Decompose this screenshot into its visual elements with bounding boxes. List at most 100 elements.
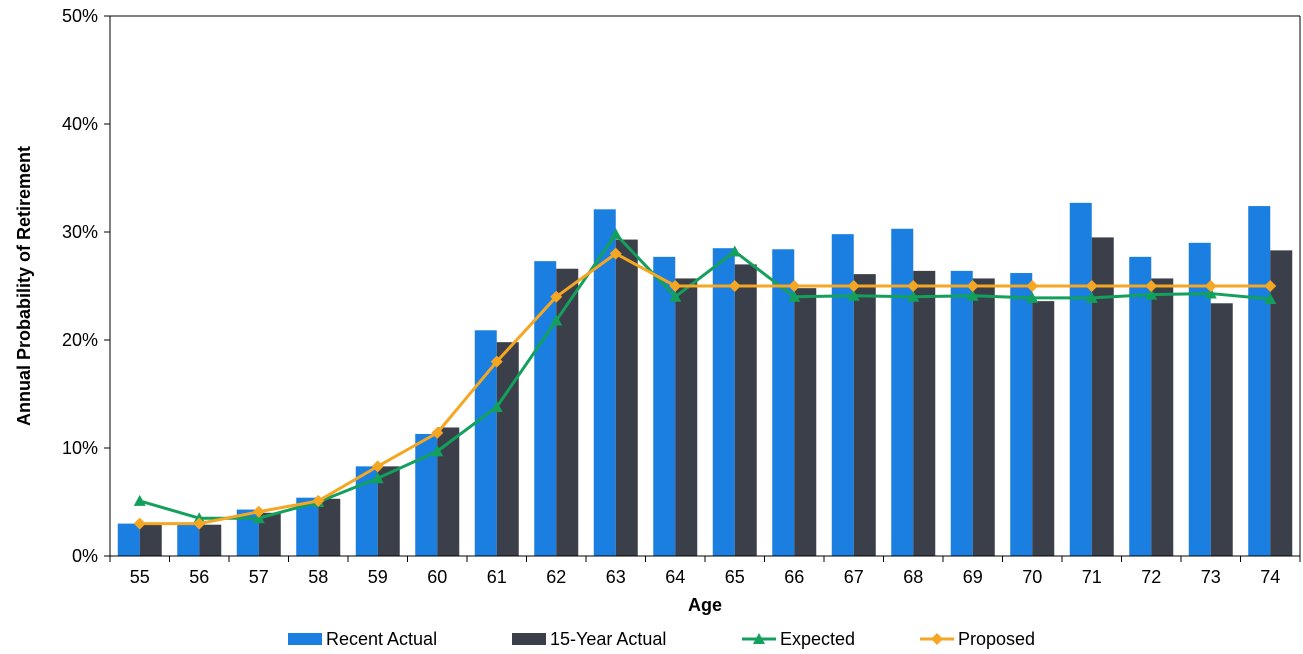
x-tick-label: 55 xyxy=(130,567,150,587)
point-proposed xyxy=(669,280,682,292)
point-proposed xyxy=(431,426,444,439)
bar-15-year-actual xyxy=(913,270,936,556)
bar-15-year-actual xyxy=(556,268,579,556)
point-expected xyxy=(1145,288,1158,300)
point-expected xyxy=(490,400,503,412)
bar-recent-actual xyxy=(1069,202,1092,556)
y-tick-label: 40% xyxy=(62,114,98,134)
x-tick-label: 66 xyxy=(784,567,804,587)
point-proposed xyxy=(788,280,801,292)
x-tick-label: 58 xyxy=(308,567,328,587)
bar-15-year-actual xyxy=(1032,301,1055,556)
x-tick-label: 70 xyxy=(1022,567,1042,587)
x-tick-label: 64 xyxy=(665,567,685,587)
x-axis-title: Age xyxy=(688,595,722,615)
x-tick-label: 73 xyxy=(1201,567,1221,587)
bar-recent-actual xyxy=(177,523,200,556)
point-expected xyxy=(788,290,801,302)
bar-recent-actual xyxy=(474,330,497,556)
lines-layer xyxy=(133,228,1277,530)
legend-label-expected: Expected xyxy=(780,629,855,649)
point-proposed xyxy=(1085,280,1098,292)
point-expected xyxy=(1026,291,1039,303)
point-proposed xyxy=(907,280,920,292)
point-expected xyxy=(1264,292,1277,304)
y-tick-label: 0% xyxy=(72,546,98,566)
legend-swatch-recent-actual xyxy=(288,633,322,645)
point-expected xyxy=(1085,291,1098,303)
legend-marker-proposed xyxy=(931,633,943,645)
bar-15-year-actual xyxy=(318,498,341,556)
bar-recent-actual xyxy=(1129,256,1152,556)
x-tick-label: 68 xyxy=(903,567,923,587)
bar-recent-actual xyxy=(1248,206,1271,556)
bar-recent-actual xyxy=(593,209,616,556)
x-tick-label: 65 xyxy=(725,567,745,587)
bar-recent-actual xyxy=(1010,273,1033,556)
point-proposed xyxy=(1026,280,1039,292)
bar-15-year-actual xyxy=(496,342,519,556)
point-expected xyxy=(669,290,682,302)
bar-recent-actual xyxy=(355,466,378,556)
point-expected xyxy=(133,494,146,506)
y-tick-label: 30% xyxy=(62,222,98,242)
bar-15-year-actual xyxy=(199,524,222,556)
bar-recent-actual xyxy=(712,248,735,556)
point-proposed xyxy=(490,355,503,368)
point-proposed xyxy=(728,280,741,292)
bar-recent-actual xyxy=(117,523,140,556)
bar-15-year-actual xyxy=(675,278,698,556)
bar-recent-actual xyxy=(296,497,319,556)
point-proposed xyxy=(966,280,979,292)
x-tick-label: 67 xyxy=(844,567,864,587)
point-proposed xyxy=(609,247,622,260)
bar-15-year-actual xyxy=(1210,303,1233,556)
point-expected xyxy=(907,290,920,302)
y-axis-title: Annual Probability of Retirement xyxy=(14,146,34,426)
bar-15-year-actual xyxy=(258,512,281,556)
bar-15-year-actual xyxy=(377,466,400,556)
line-expected xyxy=(139,232,1271,520)
point-expected xyxy=(609,228,622,240)
point-expected xyxy=(1204,287,1217,299)
bar-recent-actual xyxy=(831,234,854,556)
y-axis-ticks: 0% 10% 20% 30% 40% 50% xyxy=(62,6,110,566)
x-tick-label: 62 xyxy=(546,567,566,587)
point-proposed xyxy=(550,290,563,303)
bars-layer xyxy=(117,202,1293,557)
bar-15-year-actual xyxy=(853,274,876,556)
point-proposed xyxy=(1204,280,1217,292)
point-expected xyxy=(728,245,741,257)
bar-recent-actual xyxy=(534,261,557,556)
bar-recent-actual xyxy=(772,249,795,556)
point-proposed xyxy=(847,280,860,292)
x-tick-label: 69 xyxy=(963,567,983,587)
point-proposed xyxy=(371,460,384,473)
x-tick-label: 74 xyxy=(1260,567,1280,587)
legend-label-15-year-actual: 15-Year Actual xyxy=(550,629,666,649)
bar-recent-actual xyxy=(950,270,973,556)
point-expected xyxy=(847,289,860,301)
bar-15-year-actual xyxy=(1091,237,1114,556)
line-proposed xyxy=(139,252,1271,526)
x-tick-label: 60 xyxy=(427,567,447,587)
bar-15-year-actual xyxy=(437,427,460,556)
x-axis-ticks: 55 56 57 58 59 60 61 62 63 64 65 66 67 68 69 70 71 72 73 74 xyxy=(109,556,1301,587)
x-tick-label: 57 xyxy=(249,567,269,587)
legend-label-proposed: Proposed xyxy=(958,629,1035,649)
point-proposed xyxy=(1145,280,1158,292)
bar-15-year-actual xyxy=(615,239,638,556)
bar-15-year-actual xyxy=(972,278,995,556)
x-tick-label: 71 xyxy=(1082,567,1102,587)
point-proposed xyxy=(252,505,265,518)
legend: Recent Actual 15-Year Actual Expected Propo… xyxy=(288,629,1035,649)
bar-recent-actual xyxy=(1188,242,1211,557)
bar-15-year-actual xyxy=(794,288,817,556)
bar-15-year-actual xyxy=(1270,250,1293,557)
y-tick-label: 10% xyxy=(62,438,98,458)
x-tick-label: 61 xyxy=(487,567,507,587)
legend-marker-expected xyxy=(753,633,765,644)
y-tick-label: 20% xyxy=(62,330,98,350)
point-proposed xyxy=(312,494,325,507)
